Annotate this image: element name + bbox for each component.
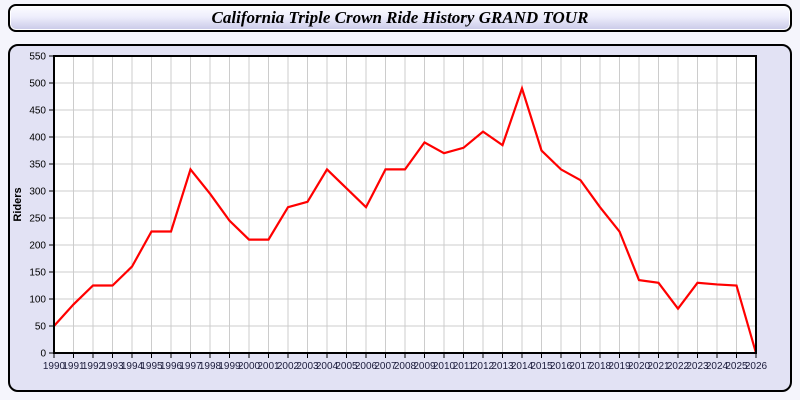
svg-text:1999: 1999	[218, 361, 241, 372]
chart-title: California Triple Crown Ride History GRA…	[211, 8, 589, 27]
svg-text:300: 300	[29, 187, 46, 198]
svg-text:2002: 2002	[277, 361, 300, 372]
svg-text:2021: 2021	[647, 361, 670, 372]
svg-text:2024: 2024	[706, 361, 729, 372]
svg-text:1990: 1990	[43, 361, 66, 372]
svg-text:1997: 1997	[179, 361, 202, 372]
y-axis-title: Riders	[12, 187, 24, 221]
x-axis-labels: 1990199119921993199419951996199719981999…	[43, 361, 768, 372]
title-bar: California Triple Crown Ride History GRA…	[8, 4, 792, 32]
svg-text:1991: 1991	[62, 361, 85, 372]
svg-text:2012: 2012	[472, 361, 495, 372]
svg-text:2023: 2023	[686, 361, 709, 372]
svg-text:2022: 2022	[667, 361, 690, 372]
y-axis-labels: 0 50 100 150 200 250 300 350 400 450 500 550	[29, 52, 46, 360]
svg-text:400: 400	[29, 133, 46, 144]
svg-text:2016: 2016	[550, 361, 573, 372]
riders-line-series	[53, 84, 758, 354]
svg-text:2015: 2015	[530, 361, 553, 372]
svg-text:200: 200	[29, 241, 46, 252]
svg-text:2001: 2001	[257, 361, 280, 372]
svg-text:2008: 2008	[394, 361, 417, 372]
svg-text:1998: 1998	[199, 361, 222, 372]
svg-text:2003: 2003	[296, 361, 319, 372]
svg-text:50: 50	[35, 322, 47, 333]
chart-panel: 1990 1991 1992 1993 1994 1995 1996 1997 1998 1999…	[8, 44, 792, 392]
svg-text:2020: 2020	[628, 361, 651, 372]
svg-text:2018: 2018	[589, 361, 612, 372]
svg-text:1994: 1994	[121, 361, 144, 372]
svg-text:2026: 2026	[745, 361, 768, 372]
svg-text:2009: 2009	[413, 361, 436, 372]
plot-border	[53, 55, 757, 354]
svg-text:2004: 2004	[316, 361, 339, 372]
svg-text:450: 450	[29, 106, 46, 117]
svg-text:2014: 2014	[511, 361, 534, 372]
svg-text:2010: 2010	[433, 361, 456, 372]
svg-text:2006: 2006	[355, 361, 378, 372]
svg-text:350: 350	[29, 160, 46, 171]
ride-history-chart-svg: 1990199119921993199419951996199719981999…	[12, 52, 768, 373]
svg-text:2007: 2007	[374, 361, 397, 372]
svg-text:2013: 2013	[491, 361, 514, 372]
svg-text:2019: 2019	[608, 361, 631, 372]
svg-text:0: 0	[40, 349, 46, 360]
gridlines	[53, 55, 757, 354]
svg-text:150: 150	[29, 268, 46, 279]
svg-text:1992: 1992	[82, 361, 105, 372]
svg-text:2005: 2005	[335, 361, 358, 372]
svg-text:100: 100	[29, 295, 46, 306]
svg-text:550: 550	[29, 52, 46, 63]
svg-text:2000: 2000	[238, 361, 261, 372]
svg-text:1993: 1993	[101, 361, 124, 372]
svg-text:500: 500	[29, 79, 46, 90]
svg-text:250: 250	[29, 214, 46, 225]
svg-text:1995: 1995	[140, 361, 163, 372]
svg-text:2011: 2011	[453, 361, 475, 372]
svg-text:2017: 2017	[569, 361, 592, 372]
svg-text:2025: 2025	[725, 361, 748, 372]
svg-text:1996: 1996	[160, 361, 183, 372]
